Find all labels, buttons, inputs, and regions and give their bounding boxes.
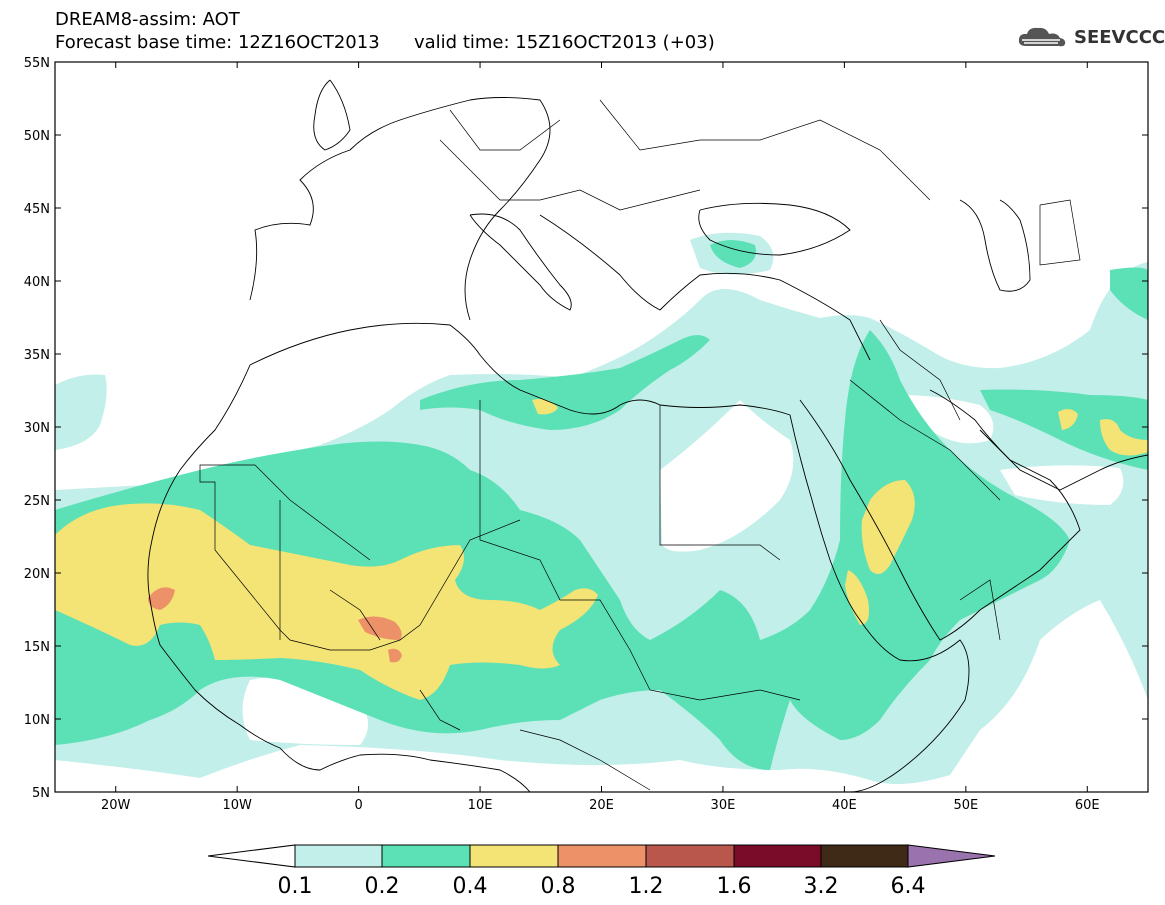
base-time: Forecast base time: 12Z16OCT2013 bbox=[55, 32, 380, 53]
aot-field-0.2 bbox=[1110, 267, 1148, 320]
lat-label: 15N bbox=[24, 640, 50, 655]
border bbox=[1039, 199, 1081, 266]
coastline-blacksea bbox=[698, 202, 851, 256]
lon-label: 20W bbox=[101, 798, 131, 813]
border bbox=[959, 579, 1001, 641]
border bbox=[329, 589, 381, 641]
lat-label: 10N bbox=[24, 713, 50, 728]
aot-field-0.2 bbox=[980, 389, 1148, 470]
low-aot-area bbox=[660, 400, 794, 552]
map-title: DREAM8-assim: AOT bbox=[55, 9, 240, 30]
lon-label: 10E bbox=[468, 798, 493, 813]
colorbar-label: 1.6 bbox=[717, 874, 752, 899]
lat-label: 40N bbox=[24, 275, 50, 290]
lon-label: 50E bbox=[953, 798, 978, 813]
lon-label: 0 bbox=[354, 798, 362, 813]
colorbar-swatch-3.2 bbox=[820, 844, 909, 868]
aot-shading bbox=[55, 232, 1148, 784]
aot-field-0.4 bbox=[1058, 408, 1078, 430]
lat-label: 20N bbox=[24, 567, 50, 582]
longitude-axis: 20W 10W 0 10E 20E 30E 40E 50E 60E bbox=[101, 62, 1100, 813]
border bbox=[479, 400, 631, 651]
colorbar-label: 0.8 bbox=[541, 874, 576, 899]
aot-field-0.4 bbox=[1100, 419, 1148, 456]
colorbar-swatch-0.1 bbox=[294, 844, 383, 868]
colorbar: 0.1 0.2 0.4 0.8 1.2 1.6 3.2 6.4 bbox=[207, 844, 996, 899]
colorbar-swatch-1.6 bbox=[733, 844, 822, 868]
colorbar-label: 0.2 bbox=[365, 874, 400, 899]
lon-label: 60E bbox=[1075, 798, 1100, 813]
aot-field-0.8 bbox=[358, 616, 402, 640]
coastlines bbox=[147, 79, 1148, 792]
aot-field-0.4 bbox=[861, 480, 915, 574]
latitude-axis: 55N 50N 45N 40N 35N 30N 25N 20N 15N 10N 5N bbox=[24, 56, 1148, 801]
cloud-icon bbox=[1018, 27, 1066, 47]
colorbar-labels: 0.1 0.2 0.4 0.8 1.2 1.6 3.2 6.4 bbox=[278, 874, 926, 899]
colorbar-swatch-0.8 bbox=[557, 844, 647, 868]
seevccc-logo: SEEVCCC bbox=[1016, 24, 1165, 50]
colorbar-swatch-0.2 bbox=[381, 844, 471, 868]
colorbar-label: 0.1 bbox=[278, 874, 313, 899]
coastline-britain bbox=[313, 79, 351, 151]
coastline-africa bbox=[249, 322, 970, 792]
coastline-persian-gulf bbox=[979, 429, 1148, 491]
lon-label: 10W bbox=[222, 798, 252, 813]
lon-label: 30E bbox=[711, 798, 736, 813]
border bbox=[599, 99, 931, 201]
colorbar-swatch-1.2 bbox=[645, 844, 735, 868]
border bbox=[629, 649, 801, 701]
lat-label: 50N bbox=[24, 129, 50, 144]
border bbox=[849, 379, 1001, 501]
coastline-italy bbox=[469, 213, 572, 311]
logo-text: SEEVCCC bbox=[1074, 26, 1165, 48]
country-borders bbox=[199, 99, 1081, 791]
border bbox=[419, 689, 461, 731]
colorbar-label: 6.4 bbox=[891, 874, 926, 899]
coastline-westafrica bbox=[147, 364, 531, 792]
lat-label: 35N bbox=[24, 348, 50, 363]
lat-label: 5N bbox=[32, 786, 50, 801]
colorbar-label: 1.2 bbox=[629, 874, 664, 899]
colorbar-label: 3.2 bbox=[804, 874, 839, 899]
lat-label: 30N bbox=[24, 421, 50, 436]
border bbox=[659, 405, 781, 561]
colorbar-swatch-0.4 bbox=[469, 844, 559, 868]
coastline-europe bbox=[249, 97, 551, 321]
lon-label: 20E bbox=[589, 798, 614, 813]
colorbar-low-arrow bbox=[207, 844, 296, 868]
border bbox=[519, 729, 651, 791]
lat-label: 45N bbox=[24, 202, 50, 217]
border bbox=[254, 464, 371, 561]
aot-field-0.4 bbox=[845, 570, 869, 625]
aot-field-0.8 bbox=[388, 648, 402, 663]
coastline-balkans-turkey bbox=[539, 214, 871, 361]
border bbox=[449, 109, 561, 151]
colorbar-label: 0.4 bbox=[453, 874, 488, 899]
border bbox=[879, 319, 961, 421]
lat-label: 25N bbox=[24, 494, 50, 509]
low-aot-area bbox=[900, 395, 994, 444]
colorbar-high-arrow bbox=[907, 844, 996, 868]
border bbox=[439, 139, 701, 211]
aot-field-0.8 bbox=[148, 587, 175, 610]
valid-time: valid time: 15Z16OCT2013 (+03) bbox=[414, 32, 715, 53]
lat-label: 55N bbox=[24, 56, 50, 71]
border bbox=[199, 464, 521, 651]
aot-field-0.2 bbox=[710, 240, 756, 268]
aot-field-0.2 bbox=[420, 335, 710, 430]
time-info: Forecast base time: 12Z16OCT2013 valid t… bbox=[55, 33, 715, 53]
coastline-caspian bbox=[959, 199, 1031, 292]
lon-label: 40E bbox=[832, 798, 857, 813]
